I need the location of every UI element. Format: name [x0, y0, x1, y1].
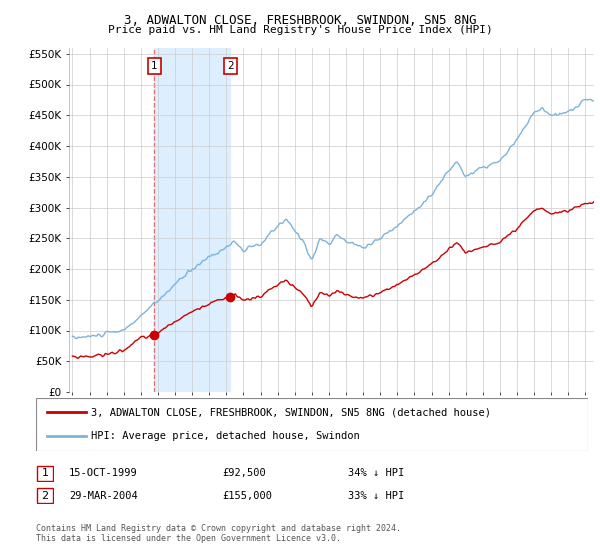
Text: 29-MAR-2004: 29-MAR-2004	[69, 491, 138, 501]
Text: 2: 2	[227, 61, 233, 71]
Text: £92,500: £92,500	[222, 468, 266, 478]
Text: 3, ADWALTON CLOSE, FRESHBROOK, SWINDON, SN5 8NG: 3, ADWALTON CLOSE, FRESHBROOK, SWINDON, …	[124, 14, 476, 27]
FancyBboxPatch shape	[36, 398, 588, 451]
Text: 3, ADWALTON CLOSE, FRESHBROOK, SWINDON, SN5 8NG (detached house): 3, ADWALTON CLOSE, FRESHBROOK, SWINDON, …	[91, 408, 491, 418]
Text: Contains HM Land Registry data © Crown copyright and database right 2024.
This d: Contains HM Land Registry data © Crown c…	[36, 524, 401, 543]
FancyBboxPatch shape	[37, 488, 53, 503]
Text: 15-OCT-1999: 15-OCT-1999	[69, 468, 138, 478]
Bar	[154, 48, 230, 392]
Text: 1: 1	[41, 468, 49, 478]
Text: 2: 2	[41, 491, 49, 501]
Text: 1: 1	[151, 61, 158, 71]
FancyBboxPatch shape	[37, 466, 53, 480]
Text: 34% ↓ HPI: 34% ↓ HPI	[348, 468, 404, 478]
Text: Price paid vs. HM Land Registry's House Price Index (HPI): Price paid vs. HM Land Registry's House …	[107, 25, 493, 35]
Text: HPI: Average price, detached house, Swindon: HPI: Average price, detached house, Swin…	[91, 431, 360, 441]
Text: 33% ↓ HPI: 33% ↓ HPI	[348, 491, 404, 501]
Text: £155,000: £155,000	[222, 491, 272, 501]
